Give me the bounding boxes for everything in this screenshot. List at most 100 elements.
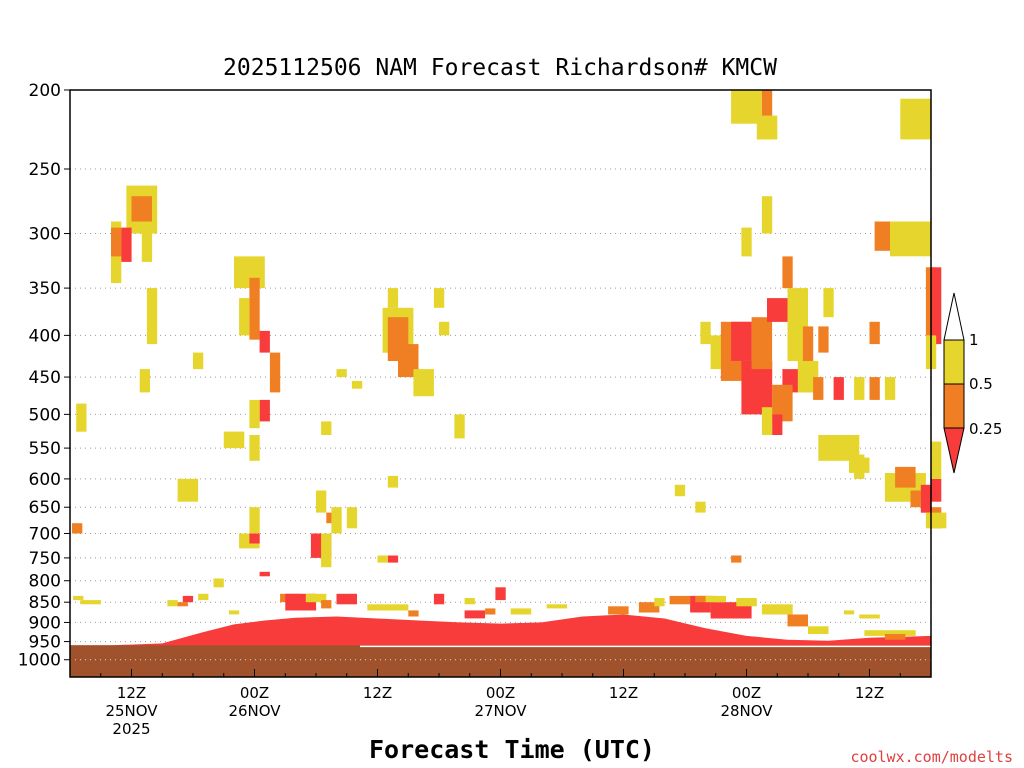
cell-orange-12 bbox=[249, 277, 260, 340]
low-cell-orange-24 bbox=[638, 602, 660, 613]
cell-yellow-53 bbox=[700, 321, 711, 345]
cell-yellow-89 bbox=[931, 441, 942, 479]
plot-frame bbox=[69, 89, 932, 678]
cell-yellow-25 bbox=[321, 533, 332, 568]
credit-text: coolwx.com/modelts bbox=[850, 748, 1013, 766]
ytick-label-400: 400 bbox=[29, 326, 61, 346]
low-cell-red-4 bbox=[182, 595, 194, 603]
cell-yellow-90 bbox=[925, 512, 947, 529]
cell-orange-1 bbox=[131, 196, 152, 222]
ytick-label-300: 300 bbox=[29, 225, 61, 245]
colorbar-legend: 1 0.5 0.25 bbox=[943, 292, 1002, 474]
cell-yellow-19 bbox=[223, 431, 245, 449]
cell-yellow-5 bbox=[141, 227, 153, 262]
colorbar-bin-orange bbox=[943, 383, 965, 429]
cell-yellow-20 bbox=[177, 478, 199, 502]
cell-yellow-49 bbox=[756, 115, 778, 140]
xtick-label-42-0: 00Z bbox=[486, 684, 515, 702]
low-cell-yellow-30 bbox=[705, 595, 726, 603]
low-cell-orange-26 bbox=[669, 595, 691, 605]
cell-red-22 bbox=[249, 533, 260, 544]
low-cell-yellow-34 bbox=[808, 626, 829, 634]
cell-orange-34 bbox=[398, 344, 419, 378]
cell-red-62 bbox=[772, 414, 783, 435]
low-cell-yellow-2 bbox=[167, 600, 178, 607]
cell-yellow-64 bbox=[787, 288, 808, 361]
low-cell-yellow-14 bbox=[367, 604, 409, 611]
cell-yellow-31 bbox=[336, 369, 347, 378]
cell-yellow-75 bbox=[884, 377, 896, 400]
xtick-label-18-0: 00Z bbox=[240, 684, 269, 702]
cell-orange-77 bbox=[874, 221, 896, 251]
gridlines bbox=[70, 168, 931, 661]
cell-orange-70 bbox=[813, 377, 824, 400]
low-cell-yellow-21 bbox=[510, 608, 532, 615]
cell-orange-76 bbox=[869, 321, 880, 345]
low-cell-orange-18 bbox=[485, 608, 496, 615]
low-cell-yellow-35 bbox=[843, 610, 855, 615]
cell-red-4 bbox=[121, 227, 132, 262]
ytick-label-800: 800 bbox=[29, 572, 61, 592]
colorbar-label-0: 1 bbox=[969, 331, 979, 349]
cell-yellow-29 bbox=[346, 507, 358, 529]
cell-yellow-23 bbox=[249, 507, 260, 534]
ytick-label-450: 450 bbox=[29, 368, 61, 388]
ytick-label-500: 500 bbox=[29, 405, 61, 425]
cell-yellow-9 bbox=[76, 403, 87, 432]
plot-area bbox=[70, 90, 947, 677]
x-axis-label: Forecast Time (UTC) bbox=[369, 735, 655, 764]
cell-orange-3 bbox=[111, 227, 122, 257]
ytick-label-1000: 1000 bbox=[18, 651, 61, 671]
low-cell-yellow-32 bbox=[761, 604, 793, 615]
cell-red-56 bbox=[731, 321, 752, 361]
cell-yellow-28 bbox=[331, 507, 342, 534]
cell-orange-84 bbox=[895, 466, 916, 488]
low-cell-red-7 bbox=[259, 571, 270, 577]
cell-yellow-13 bbox=[239, 298, 250, 336]
low-cell-orange-3 bbox=[177, 602, 188, 607]
low-cell-yellow-11 bbox=[305, 593, 327, 603]
cell-yellow-71 bbox=[818, 435, 860, 461]
cell-orange-46 bbox=[731, 555, 742, 563]
cell-yellow-7 bbox=[139, 369, 150, 393]
low-cell-yellow-8 bbox=[228, 610, 240, 615]
ytick-label-750: 750 bbox=[29, 549, 61, 569]
cell-yellow-18 bbox=[249, 435, 260, 461]
low-cell-yellow-25 bbox=[654, 598, 665, 607]
cell-orange-10 bbox=[72, 523, 83, 534]
xtick-label-54-0: 12Z bbox=[609, 684, 638, 702]
ytick-label-350: 350 bbox=[29, 279, 61, 299]
cell-yellow-78 bbox=[890, 221, 931, 257]
low-cell-orange-38 bbox=[884, 634, 906, 640]
cell-yellow-17 bbox=[249, 399, 260, 429]
colorbar-label-1: 0.5 bbox=[969, 375, 993, 393]
low-cell-yellow-22 bbox=[546, 604, 568, 609]
colorbar-label-2: 0.25 bbox=[969, 420, 1002, 438]
cell-yellow-30 bbox=[321, 421, 332, 435]
xtick-label-66-1: 28NOV bbox=[720, 702, 773, 720]
ytick-label-850: 850 bbox=[29, 593, 61, 613]
xtick-label-30-0: 12Z bbox=[363, 684, 392, 702]
cell-yellow-47 bbox=[731, 90, 762, 124]
colorbar-top-triangle bbox=[943, 292, 965, 341]
cell-yellow-73 bbox=[854, 377, 865, 400]
cell-red-81 bbox=[931, 267, 942, 345]
cell-red-86 bbox=[920, 484, 932, 513]
chart-title: 2025112506 NAM Forecast Richardson# KMCW bbox=[223, 55, 777, 81]
cell-yellow-68 bbox=[823, 288, 834, 318]
low-cell-orange-33 bbox=[787, 614, 808, 627]
low-cell-yellow-17 bbox=[464, 598, 475, 605]
xtick-label-78-0: 12Z bbox=[855, 684, 884, 702]
cell-orange-58 bbox=[751, 317, 773, 370]
colorbar-bin-yellow bbox=[943, 339, 965, 385]
low-cell-red-19 bbox=[464, 610, 486, 619]
low-cell-orange-12 bbox=[321, 600, 332, 609]
cell-yellow-42 bbox=[377, 555, 388, 563]
ytick-label-700: 700 bbox=[29, 524, 61, 544]
cell-yellow-26 bbox=[316, 490, 327, 513]
xtick-label-6-2: 2025 bbox=[112, 720, 150, 738]
cell-yellow-91 bbox=[854, 454, 865, 479]
xtick-label-6-1: 25NOV bbox=[105, 702, 158, 720]
cell-yellow-40 bbox=[387, 475, 399, 488]
